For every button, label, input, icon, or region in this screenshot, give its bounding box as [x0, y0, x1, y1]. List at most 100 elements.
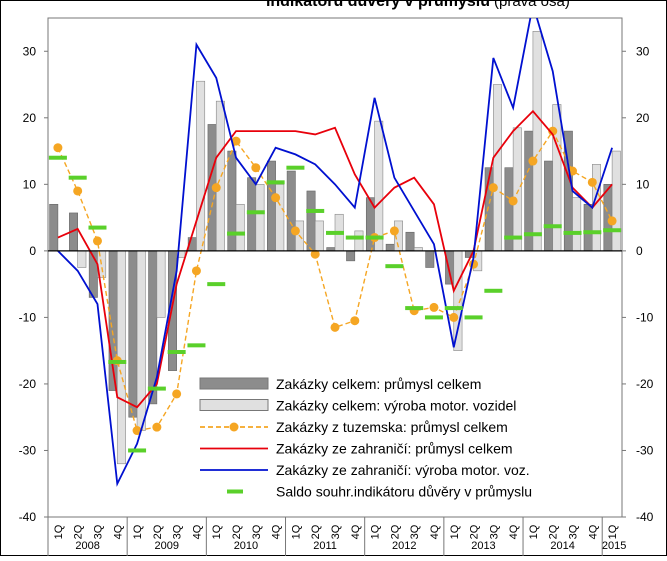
point	[350, 316, 360, 326]
bar	[493, 84, 502, 252]
line-series	[57, 18, 613, 487]
dash-marker	[187, 343, 206, 348]
point	[310, 249, 320, 259]
plot-area	[47, 17, 623, 518]
line-series	[57, 109, 613, 409]
y-tick-label: 10	[23, 177, 37, 191]
legend-swatch	[229, 422, 239, 432]
year-label: 2013	[471, 540, 495, 552]
x-tick-label: 3Q	[330, 524, 342, 539]
y2-tick-label: 20	[636, 111, 650, 125]
legend-label: Zakázky ze zahraničí: průmysl celkem	[276, 441, 513, 457]
y2-tick-label: 10	[636, 177, 650, 191]
legend-swatch	[199, 399, 269, 411]
point	[152, 422, 162, 432]
legend-box	[195, 372, 620, 506]
dash-marker	[345, 235, 364, 240]
dash-marker	[326, 230, 344, 235]
dash-marker	[424, 315, 443, 320]
dash-marker	[563, 230, 582, 235]
point	[429, 302, 439, 312]
chart-title: indikátoru důvěry v průmyslu	[266, 0, 490, 10]
x-tick-label: 1Q	[370, 524, 382, 539]
bar	[215, 100, 225, 252]
point	[548, 126, 558, 136]
dash-marker	[583, 230, 602, 235]
x-tick-label: 2Q	[389, 524, 401, 539]
bar	[583, 203, 593, 252]
bar	[512, 127, 522, 252]
point	[330, 322, 340, 332]
plot	[48, 18, 622, 487]
x-tick-label: 1Q	[132, 524, 144, 539]
x-tick-label: 1Q	[607, 524, 619, 539]
legend-label: Zakázky z tuzemska: průmysl celkem	[276, 419, 508, 435]
dash-marker	[68, 175, 87, 180]
dash-marker	[523, 232, 542, 237]
year-label: 2011	[313, 540, 337, 552]
bar	[156, 250, 166, 318]
bar	[267, 160, 276, 252]
point	[211, 183, 221, 193]
bar	[346, 250, 356, 262]
year-label: 2010	[234, 540, 258, 552]
point	[488, 183, 498, 193]
dash-marker	[227, 231, 246, 236]
point	[528, 156, 538, 166]
bar	[572, 197, 582, 252]
x-tick-label: 4Q	[429, 524, 441, 539]
y-tick-label: 20	[23, 111, 37, 125]
bar	[552, 104, 562, 252]
dash-marker	[128, 448, 147, 453]
bar	[544, 160, 554, 252]
y-tick-label: -20	[19, 377, 37, 391]
y2-tick-label: -10	[636, 310, 654, 324]
bar	[354, 230, 364, 252]
legend-label: Zakázky celkem: průmysl celkem	[276, 376, 481, 392]
x-tick-label: 1Q	[53, 524, 65, 539]
dash-marker	[504, 235, 523, 240]
y2-tick-label: 0	[636, 244, 643, 258]
bar	[49, 203, 59, 252]
bar	[445, 250, 455, 285]
y-tick-label: -30	[19, 443, 37, 457]
x-tick-label: 2Q	[548, 524, 560, 539]
dash-marker	[385, 264, 404, 269]
dash-marker	[306, 208, 325, 213]
bar	[227, 150, 237, 252]
point	[508, 196, 518, 206]
x-tick-label: 1Q	[211, 524, 223, 539]
y2-tick-label: -20	[636, 377, 654, 391]
point	[73, 186, 83, 196]
x-tick-label: 4Q	[350, 524, 362, 539]
year-label: 2008	[75, 540, 99, 552]
x-tick-label: 2Q	[310, 524, 322, 539]
legend-swatch	[227, 489, 243, 494]
legend-label: Saldo souhr.indikátoru důvěry v průmyslu	[276, 484, 532, 500]
bar	[611, 150, 621, 252]
dash-marker	[286, 165, 305, 170]
x-tick-label: 3Q	[568, 524, 580, 539]
dash-marker	[484, 288, 503, 293]
y-tick-label: 0	[29, 244, 36, 258]
dash-marker	[365, 235, 384, 240]
legend-label: Zakázky celkem: výroba motor. vozidel	[276, 398, 516, 414]
point	[587, 177, 597, 187]
dash-marker	[108, 359, 127, 364]
dash-marker	[147, 386, 166, 391]
x-tick-label: 1Q	[290, 524, 302, 539]
point	[389, 226, 399, 236]
point	[191, 266, 201, 276]
x-tick-label: 2Q	[73, 524, 85, 539]
point	[449, 312, 459, 322]
x-tick-label: 3Q	[251, 524, 263, 539]
year-label: 2009	[155, 540, 179, 552]
y-tick-label: 30	[23, 44, 37, 58]
bar	[306, 190, 316, 252]
dash-marker	[603, 228, 622, 233]
dash-marker	[405, 306, 424, 311]
bar	[453, 250, 463, 351]
bar	[592, 164, 601, 252]
point	[132, 426, 142, 436]
